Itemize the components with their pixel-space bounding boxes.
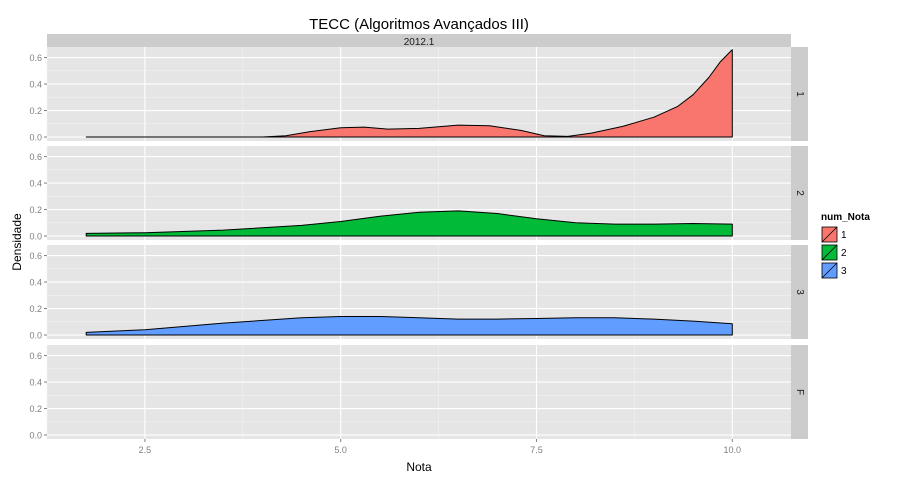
facet-strip [791,146,808,240]
y-tick-label: 0.6 [29,53,42,63]
facet-strip [791,47,808,141]
facet-strip-label-1: 1 [794,91,805,97]
facet-strip [791,245,808,339]
facet-strip-label-2: 2 [794,190,805,196]
facet-panels: 0.00.20.40.610.00.20.40.620.00.20.40.630… [29,47,808,441]
x-axis-title: Nota [406,460,432,474]
facet-strip-label-F: F [794,389,805,395]
y-tick-label: 0.2 [29,304,42,314]
x-tick-label: 2.5 [139,445,152,455]
legend-title: num_Nota [821,212,870,223]
column-strip [47,34,791,47]
x-tick-label: 5.0 [334,445,347,455]
density-area-3 [85,316,733,336]
y-tick-label: 0.0 [29,133,42,143]
facet-panel-2: 0.0 0.2 0.4 0.6 2 [29,146,808,242]
x-tick-label: 10.0 [723,445,741,455]
y-tick-label: 0.2 [29,205,42,215]
chart-title: TECC (Algoritmos Avançados III) [309,16,529,33]
x-axis: 2.5 5.0 7.5 10.0 [139,439,741,455]
y-tick-label: 0.6 [29,152,42,162]
y-tick-label: 0.4 [29,278,42,288]
facet-panel-1: 0.0 0.2 0.4 0.6 1 [29,47,808,143]
y-tick-label: 0.4 [29,179,42,189]
x-tick-label: 7.5 [530,445,543,455]
legend-key-2: 2 [820,243,847,262]
legend-key-3: 3 [820,261,847,280]
legend-swatch-slash [821,262,838,279]
y-axis-title: Densidade [10,213,24,271]
legend-label: 1 [841,230,847,241]
y-tick-label: 0.2 [29,106,42,116]
y-tick-label: 0.0 [29,331,42,341]
facet-strip-label-3: 3 [794,289,805,295]
legend-swatch-slash [821,244,838,261]
density-area-2 [85,210,733,237]
column-strip-label: 2012.1 [404,37,435,48]
panel-background [47,345,791,439]
y-tick-label: 0.0 [29,431,42,441]
y-tick-label: 0.0 [29,232,42,242]
legend-label: 3 [841,266,847,277]
legend-label: 2 [841,248,847,259]
legend-swatch-slash [821,226,838,243]
y-tick-label: 0.4 [29,378,42,388]
legend: num_Nota 1 2 3 [820,212,870,280]
density-area-1 [85,49,733,138]
y-tick-label: 0.6 [29,251,42,261]
y-tick-label: 0.2 [29,404,42,414]
facet-panel-F: 0.0 0.2 0.4 0.6 F [29,345,808,441]
y-tick-label: 0.4 [29,80,42,90]
legend-key-1: 1 [820,225,847,244]
facet-panel-3: 0.0 0.2 0.4 0.6 3 [29,245,808,341]
facet-strip [791,345,808,439]
y-tick-label: 0.6 [29,351,42,361]
